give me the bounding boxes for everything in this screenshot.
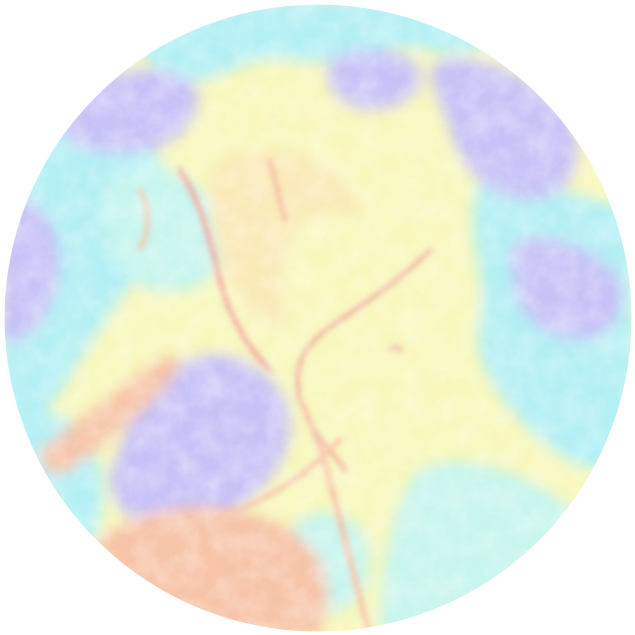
disc-edge	[3, 3, 633, 633]
